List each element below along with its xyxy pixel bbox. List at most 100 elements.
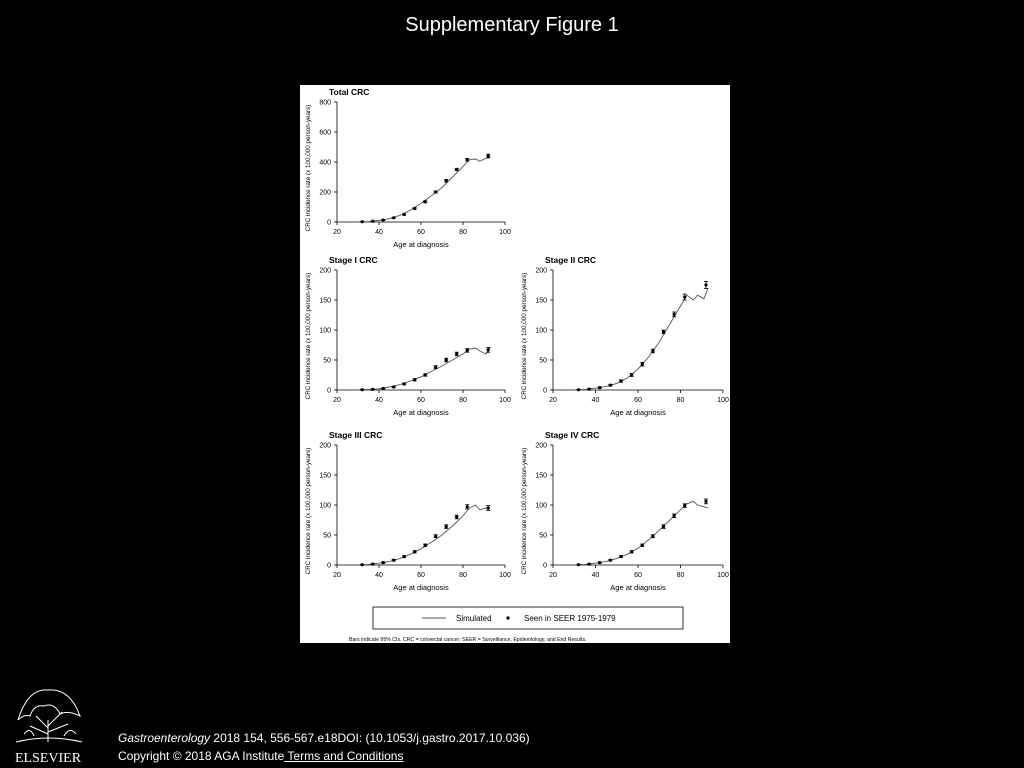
observed-point	[413, 378, 417, 382]
x-tick-label: 80	[459, 397, 467, 404]
y-tick-label: 200	[535, 443, 547, 450]
x-tick-label: 100	[499, 572, 511, 579]
observed-point	[444, 358, 448, 362]
x-tick-label: 60	[417, 572, 425, 579]
y-tick-label: 800	[319, 100, 331, 107]
observed-point	[434, 365, 438, 369]
simulated-line	[357, 157, 491, 223]
copyright-line: Copyright © 2018 AGA Institute Terms and…	[118, 749, 403, 763]
chart-title: Stage I CRC	[329, 255, 378, 265]
y-axis-label: CRC incidence rate (x 100,000 person-yea…	[521, 273, 528, 400]
observed-point	[661, 525, 666, 529]
legend-box	[372, 606, 684, 630]
observed-point	[486, 154, 490, 158]
legend-label-observed: Seen in SEER 1975-1979	[524, 614, 616, 623]
observed-point	[402, 212, 406, 217]
x-axis-label: Age at diagnosis	[610, 583, 666, 592]
observed-point	[576, 388, 581, 392]
simulated-line	[357, 504, 491, 566]
observed-point	[381, 218, 385, 222]
chart-panel: Total CRC 0 200 400 600 800 20 40 60 80 100 Age at …	[305, 87, 511, 249]
observed-point	[640, 543, 644, 547]
observed-point	[651, 534, 655, 538]
y-tick-label: 100	[319, 328, 331, 335]
figure-panel: Total CRC 0 200 400 600 800 20 40 60 80 100 Age at …	[300, 85, 730, 643]
observed-point	[672, 514, 676, 518]
observed-point	[619, 379, 623, 383]
observed-point	[683, 295, 687, 299]
y-tick-label: 150	[535, 298, 547, 305]
observed-point	[413, 550, 417, 554]
observed-point	[413, 206, 417, 211]
x-tick-label: 80	[677, 397, 685, 404]
x-tick-label: 80	[459, 229, 467, 236]
x-tick-label: 100	[717, 397, 729, 404]
x-tick-label: 40	[592, 397, 600, 404]
x-tick-label: 20	[549, 572, 557, 579]
observed-point	[704, 283, 708, 287]
slide-title: Supplementary Figure 1	[405, 14, 619, 36]
x-tick-label: 100	[499, 229, 511, 236]
legend-label-simulated: Simulated	[456, 614, 492, 623]
observed-point	[360, 220, 364, 224]
observed-point	[465, 158, 469, 162]
x-tick-label: 40	[375, 572, 383, 579]
chart-title: Stage IV CRC	[545, 430, 599, 440]
observed-point	[455, 515, 459, 519]
x-tick-label: 20	[333, 229, 341, 236]
observed-point	[455, 352, 459, 356]
observed-point	[371, 562, 375, 566]
y-tick-label: 0	[327, 563, 331, 570]
y-tick-label: 150	[319, 298, 331, 305]
y-tick-label: 100	[319, 503, 331, 510]
x-tick-label: 60	[634, 572, 642, 579]
y-tick-label: 0	[543, 563, 547, 570]
y-tick-label: 150	[535, 473, 547, 480]
x-tick-label: 20	[333, 572, 341, 579]
observed-point	[608, 558, 612, 562]
y-axis-label: CRC incidence rate (x 100,000 person-yea…	[305, 105, 312, 232]
observed-point	[402, 555, 406, 559]
observed-point	[360, 388, 364, 392]
observed-point	[651, 349, 655, 353]
observed-point	[486, 506, 490, 510]
elsevier-logo: ELSEVIER	[15, 689, 83, 766]
x-axis-label: Age at diagnosis	[393, 583, 449, 592]
chart-title: Stage III CRC	[329, 430, 382, 440]
x-tick-label: 100	[717, 572, 729, 579]
chart-title: Stage II CRC	[545, 255, 596, 265]
observed-point	[630, 550, 634, 554]
observed-point	[465, 348, 469, 352]
observed-point	[608, 383, 612, 387]
x-axis-label: Age at diagnosis	[393, 240, 449, 249]
chart-title: Total CRC	[329, 87, 369, 97]
y-axis-label: CRC incidence rate (x 100,000 person-yea…	[305, 448, 312, 575]
y-tick-label: 50	[539, 358, 547, 365]
observed-point	[371, 219, 375, 223]
x-tick-label: 60	[634, 397, 642, 404]
terms-and-conditions-link[interactable]: Terms and Conditions	[284, 749, 404, 763]
legend: Simulated Seen in SEER 1975-1979	[372, 606, 684, 630]
observed-point	[444, 179, 448, 183]
observed-point	[381, 561, 385, 565]
y-tick-label: 100	[535, 503, 547, 510]
y-tick-label: 0	[543, 388, 547, 395]
y-axis-label: CRC incidence rate (x 100,000 person-yea…	[521, 448, 528, 575]
observed-point	[423, 200, 427, 204]
x-tick-label: 60	[417, 229, 425, 236]
simulated-line	[574, 287, 709, 391]
observed-point	[392, 385, 396, 389]
x-axis-label: Age at diagnosis	[393, 408, 449, 417]
observed-point	[392, 216, 396, 220]
x-tick-label: 100	[499, 397, 511, 404]
x-tick-label: 80	[677, 572, 685, 579]
observed-point	[598, 386, 602, 390]
y-tick-label: 100	[535, 328, 547, 335]
publisher-wordmark: ELSEVIER	[15, 751, 82, 766]
x-tick-label: 60	[417, 397, 425, 404]
y-tick-label: 0	[327, 220, 331, 227]
observed-point	[444, 525, 448, 529]
observed-point	[683, 504, 687, 508]
observed-point	[360, 563, 364, 567]
